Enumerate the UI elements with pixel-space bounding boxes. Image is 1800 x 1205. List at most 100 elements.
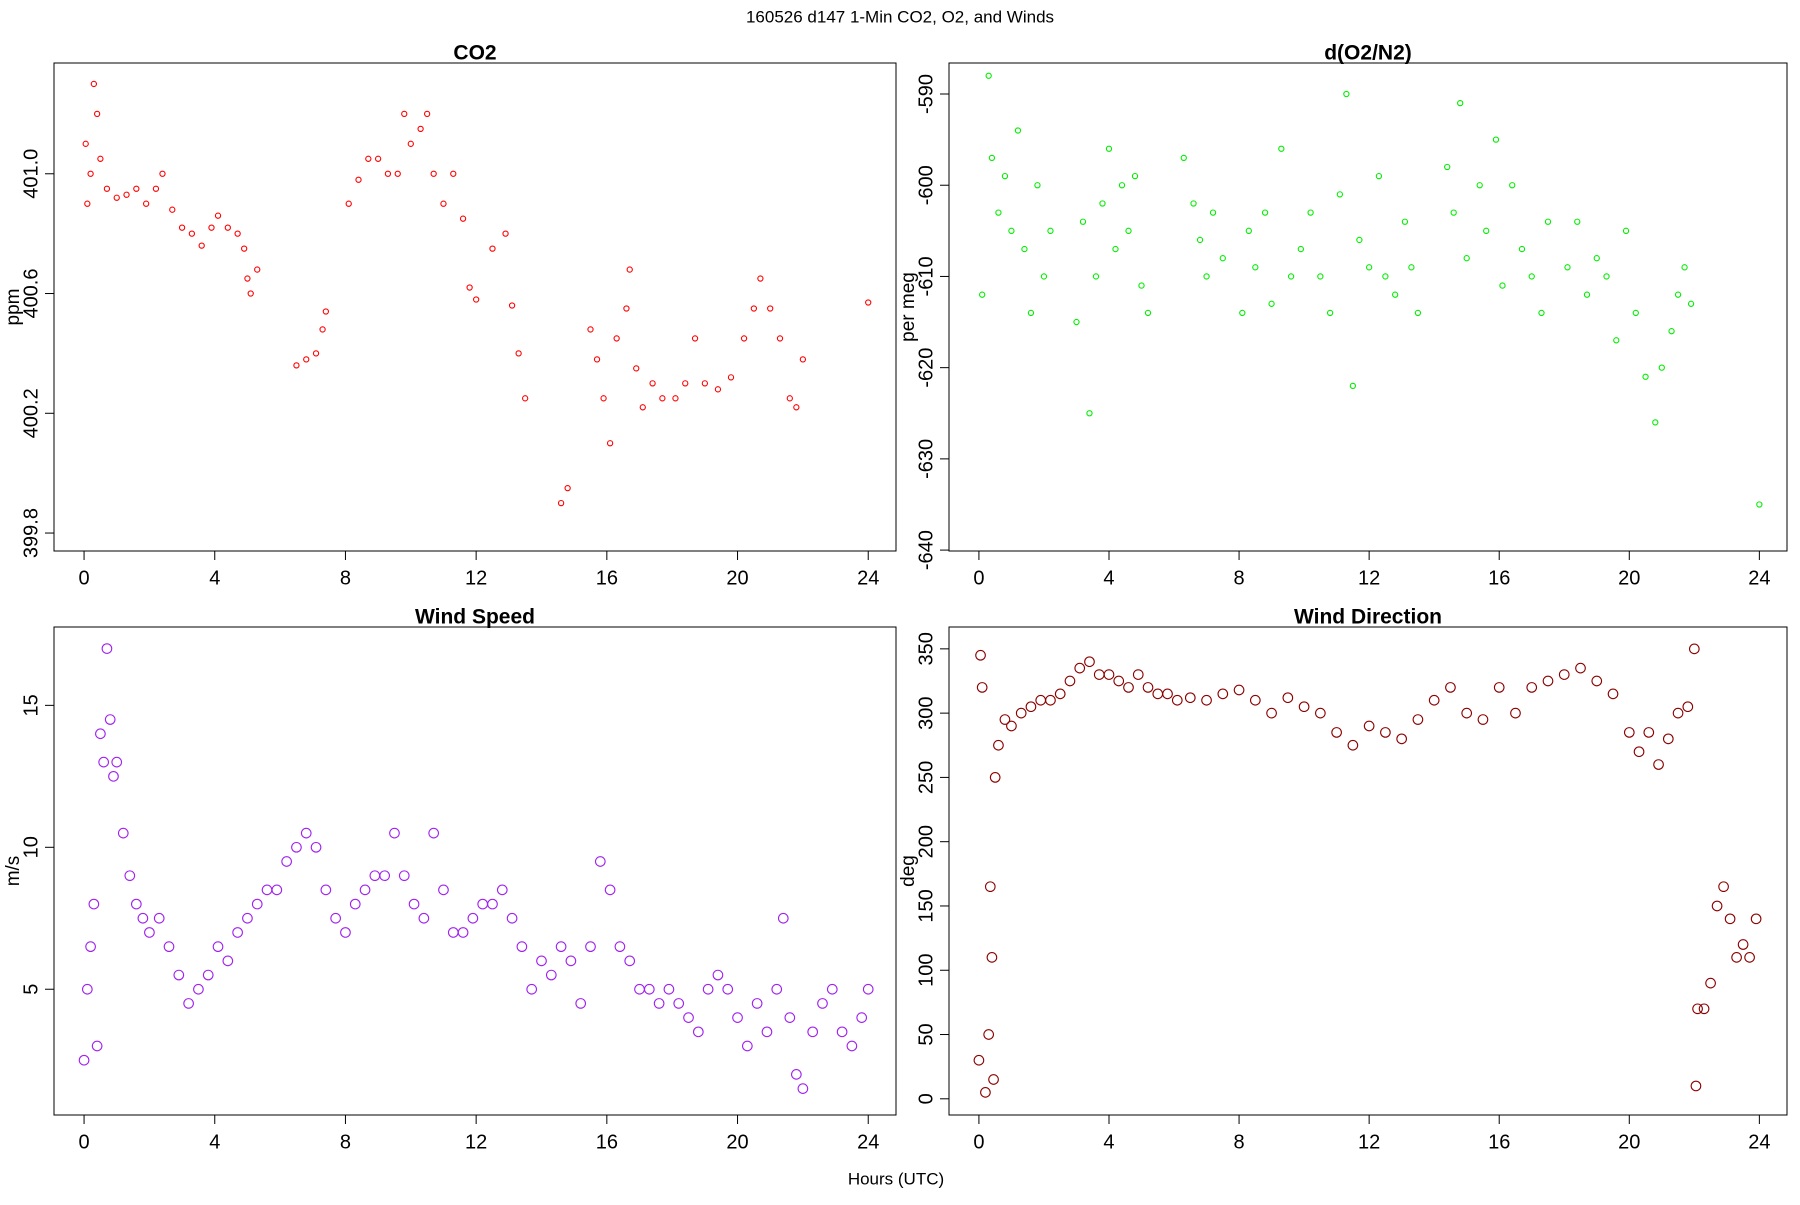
data-point	[303, 356, 310, 363]
data-point	[359, 884, 371, 896]
data-point	[408, 898, 420, 910]
data-point	[312, 350, 320, 357]
x-tick-label: 20	[726, 1131, 748, 1153]
data-point	[557, 499, 565, 507]
plot-frame	[948, 626, 1788, 1116]
data-point	[1073, 318, 1080, 326]
data-point	[692, 1026, 704, 1038]
data-point	[826, 983, 838, 995]
data-point	[1412, 714, 1424, 725]
data-point	[984, 881, 996, 893]
data-point	[144, 927, 155, 938]
data-point	[84, 200, 91, 207]
data-point	[973, 1054, 985, 1066]
data-point	[1315, 707, 1326, 719]
data-point	[1613, 337, 1620, 344]
data-point	[1138, 282, 1145, 289]
data-point	[1623, 727, 1635, 738]
data-point	[1653, 759, 1664, 770]
data-point	[293, 362, 300, 369]
data-point	[95, 728, 106, 740]
data-point	[1688, 643, 1700, 655]
data-point	[1681, 264, 1688, 271]
data-point	[389, 827, 400, 839]
data-point	[1219, 255, 1226, 262]
data-point	[1132, 669, 1144, 680]
data-point	[564, 484, 571, 492]
data-point	[985, 72, 992, 79]
y-tick-label: 400.2	[20, 388, 42, 438]
data-point	[526, 983, 538, 995]
data-point	[384, 170, 392, 177]
data-point	[1356, 236, 1363, 244]
data-point	[355, 176, 362, 183]
data-point	[807, 1026, 819, 1038]
data-point	[862, 983, 874, 995]
data-point	[496, 884, 508, 896]
data-point	[1750, 913, 1762, 925]
data-point	[242, 912, 253, 924]
data-point	[459, 215, 467, 222]
data-point	[1027, 309, 1035, 317]
data-point	[1396, 733, 1408, 745]
x-tick-label: 12	[465, 567, 487, 589]
data-point	[1375, 172, 1383, 180]
data-point	[123, 191, 130, 198]
data-point	[1633, 746, 1645, 758]
data-point	[1401, 218, 1409, 225]
data-point	[1607, 688, 1619, 700]
data-point	[394, 170, 401, 177]
plot-frame	[53, 62, 897, 552]
data-point	[1658, 364, 1665, 371]
data-point	[430, 170, 437, 177]
y-tick-label: 300	[915, 696, 937, 729]
data-point	[428, 827, 440, 839]
data-point	[1477, 714, 1489, 725]
data-point	[1652, 419, 1659, 426]
data-point	[173, 969, 185, 981]
data-point	[817, 998, 828, 1009]
data-point	[1307, 209, 1314, 216]
data-point	[587, 326, 594, 333]
data-point	[271, 884, 283, 896]
data-point	[983, 1029, 995, 1040]
data-point	[407, 140, 414, 147]
data-point	[1711, 900, 1723, 912]
data-point	[1190, 200, 1197, 207]
data-point	[1687, 300, 1695, 307]
data-point	[1493, 682, 1505, 693]
data-point	[467, 912, 479, 924]
data-point	[515, 350, 522, 357]
data-point	[585, 941, 596, 953]
data-point	[1006, 720, 1017, 732]
y-tick-label: 15	[20, 694, 42, 716]
data-point	[1125, 227, 1132, 234]
x-tick-label: 16	[596, 567, 618, 589]
data-point	[322, 308, 329, 315]
data-point	[374, 155, 382, 162]
plot-area	[78, 643, 874, 1094]
y-tick-label: 5	[20, 984, 42, 995]
data-point	[600, 395, 607, 402]
data-point	[320, 884, 332, 896]
data-point	[1142, 682, 1154, 693]
data-point	[93, 110, 101, 118]
data-point	[1603, 273, 1610, 280]
data-point	[1483, 227, 1490, 234]
x-tick-label: 4	[1103, 1131, 1114, 1153]
data-point	[438, 884, 449, 896]
data-point	[1144, 309, 1152, 317]
y-tick-label: -620	[915, 348, 937, 388]
panel: d(O2/N2) per meg 0 4 8 12 16 20 24 -640 -630 -620 -6…	[898, 42, 1788, 589]
data-point	[1408, 264, 1415, 271]
y-tick-label: 400.6	[20, 268, 42, 318]
data-point	[1444, 163, 1451, 171]
data-point	[159, 170, 166, 177]
y-tick-label: 200	[915, 825, 937, 858]
x-tick-label: 20	[1618, 1131, 1640, 1153]
data-point	[1025, 701, 1037, 713]
data-point	[1698, 1003, 1710, 1015]
plot-area	[82, 80, 872, 507]
data-point	[1278, 145, 1285, 152]
